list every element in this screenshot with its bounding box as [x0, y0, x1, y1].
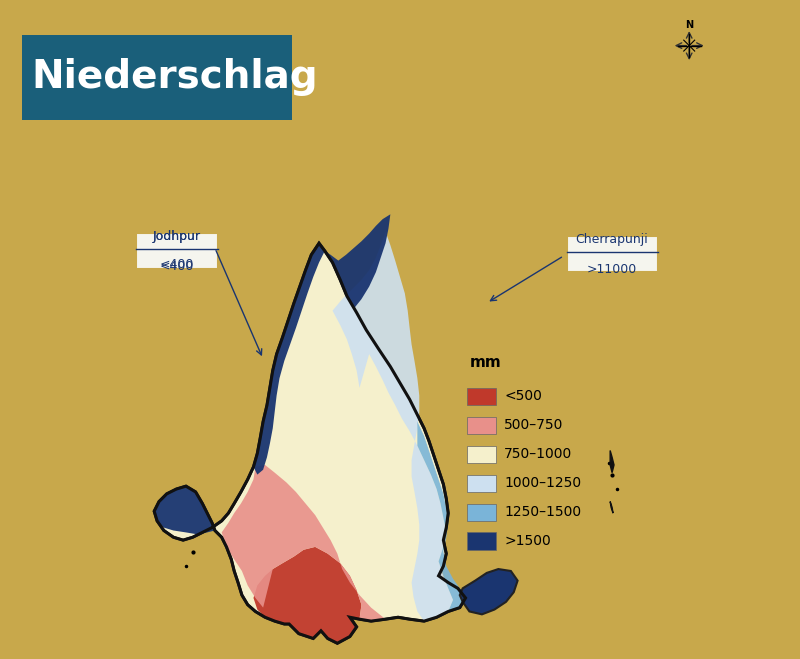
Polygon shape: [418, 422, 466, 612]
Polygon shape: [610, 451, 614, 473]
FancyBboxPatch shape: [22, 35, 292, 120]
Text: >1500: >1500: [504, 534, 551, 548]
Bar: [467, 532, 496, 550]
Bar: [467, 474, 496, 492]
Text: 1000–1250: 1000–1250: [504, 476, 582, 490]
Text: mm: mm: [470, 355, 501, 370]
Polygon shape: [319, 214, 390, 309]
Polygon shape: [154, 486, 215, 534]
Polygon shape: [610, 501, 613, 513]
Text: 500–750: 500–750: [504, 418, 563, 432]
Polygon shape: [222, 465, 386, 621]
Text: 1250–1500: 1250–1500: [504, 505, 582, 519]
Text: <400: <400: [159, 260, 194, 273]
Text: N: N: [685, 20, 694, 30]
Text: Niederschlag: Niederschlag: [32, 59, 318, 96]
Polygon shape: [154, 243, 466, 643]
Bar: [467, 388, 496, 405]
Text: <500: <500: [504, 389, 542, 403]
Text: >11000: >11000: [587, 262, 638, 275]
FancyBboxPatch shape: [566, 235, 658, 272]
Polygon shape: [254, 547, 362, 643]
Polygon shape: [333, 232, 453, 621]
Bar: [467, 445, 496, 463]
FancyBboxPatch shape: [136, 233, 218, 270]
Polygon shape: [460, 569, 518, 614]
Text: Cherrapunji: Cherrapunji: [576, 233, 649, 246]
Bar: [467, 503, 496, 521]
Bar: [467, 416, 496, 434]
Text: Jodhpur: Jodhpur: [152, 230, 200, 243]
Polygon shape: [254, 243, 325, 474]
Text: <400: <400: [159, 258, 194, 271]
Text: Jodhpur: Jodhpur: [152, 230, 200, 243]
Text: 750–1000: 750–1000: [504, 447, 572, 461]
